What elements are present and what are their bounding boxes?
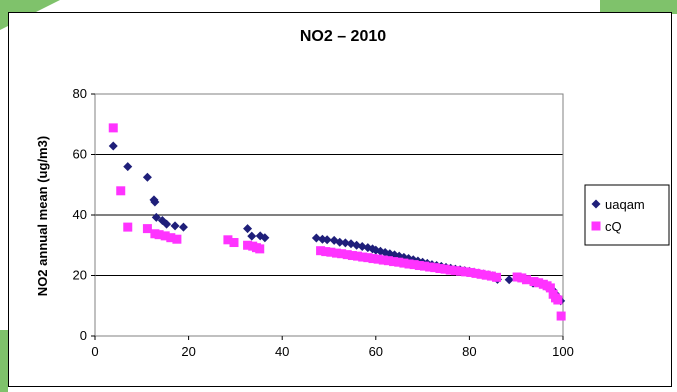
data-point-cQ	[142, 224, 152, 234]
data-point-cQ	[481, 270, 491, 280]
data-point-uaqam	[380, 248, 390, 258]
data-point-cQ	[223, 235, 233, 245]
data-point-cQ	[321, 247, 331, 257]
x-tick-label: 100	[552, 344, 574, 359]
data-point-cQ	[399, 258, 409, 268]
data-point-cQ	[383, 256, 393, 266]
y-tick-label: 20	[73, 268, 87, 283]
data-point-cQ	[368, 254, 378, 264]
legend-marker-uaqam	[591, 199, 601, 209]
data-point-uaqam	[151, 212, 161, 222]
data-point-cQ	[486, 271, 496, 281]
data-point-cQ	[492, 272, 502, 282]
x-tick-label: 60	[369, 344, 383, 359]
data-point-cQ	[404, 259, 414, 269]
series-cQ	[108, 123, 566, 321]
data-point-cQ	[353, 251, 363, 261]
data-point-cQ	[108, 123, 118, 133]
background-shape-top-right	[600, 0, 677, 14]
data-point-uaqam	[243, 224, 253, 234]
data-point-uaqam	[311, 233, 321, 243]
legend-marker-cQ	[591, 221, 601, 231]
data-point-uaqam	[108, 141, 118, 151]
data-point-cQ	[123, 222, 133, 232]
chart-title: NO2 – 2010	[300, 28, 386, 45]
data-point-uaqam	[247, 231, 257, 241]
data-point-cQ	[414, 261, 424, 271]
data-point-cQ	[440, 264, 450, 274]
data-point-uaqam	[170, 221, 180, 231]
data-point-cQ	[255, 244, 265, 254]
data-point-cQ	[389, 257, 399, 267]
data-point-cQ	[435, 264, 445, 274]
x-tick-label: 20	[181, 344, 195, 359]
data-point-uaqam	[142, 172, 152, 182]
data-point-uaqam	[504, 275, 514, 285]
data-point-cQ	[409, 260, 419, 270]
data-point-uaqam	[162, 219, 172, 229]
x-tick-label: 80	[462, 344, 476, 359]
legend-label-uaqam: uaqam	[605, 197, 645, 212]
data-point-cQ	[553, 295, 563, 305]
legend: uaqam cQ	[584, 184, 670, 246]
data-series	[108, 123, 566, 321]
data-point-cQ	[476, 269, 486, 279]
data-point-cQ	[160, 231, 170, 241]
data-point-cQ	[517, 273, 527, 283]
data-point-cQ	[166, 233, 176, 243]
legend-box	[584, 184, 670, 246]
x-tick-label: 40	[275, 344, 289, 359]
data-point-cQ	[229, 238, 239, 248]
y-tick-label: 0	[80, 328, 87, 343]
data-point-cQ	[512, 272, 522, 282]
background-shape-bottom-left	[0, 330, 8, 392]
y-tick-label: 80	[73, 86, 87, 101]
data-point-uaqam	[123, 162, 133, 172]
data-point-cQ	[342, 250, 352, 260]
axis-ticks: 0 20 40 60 80 0 20 40 60 80 100	[73, 86, 574, 359]
data-point-cQ	[556, 311, 566, 321]
data-point-cQ	[461, 267, 471, 277]
legend-label-cQ: cQ	[605, 219, 622, 234]
y-tick-label: 40	[73, 207, 87, 222]
data-point-cQ	[243, 240, 253, 250]
data-point-cQ	[529, 277, 539, 287]
data-point-cQ	[316, 246, 326, 256]
data-point-cQ	[378, 255, 388, 265]
data-point-cQ	[471, 268, 481, 278]
data-point-cQ	[373, 254, 383, 264]
data-point-uaqam	[335, 237, 345, 247]
data-point-cQ	[337, 249, 347, 259]
data-point-cQ	[419, 261, 429, 271]
y-axis-label: NO2 annual mean (ug/m3)	[35, 136, 50, 296]
chart-frame	[8, 12, 672, 387]
data-point-uaqam	[178, 222, 188, 232]
data-point-uaqam	[340, 238, 350, 248]
data-point-cQ	[326, 247, 336, 257]
data-point-cQ	[445, 265, 455, 275]
data-point-cQ	[172, 234, 182, 244]
data-point-cQ	[394, 257, 404, 267]
data-point-cQ	[154, 230, 164, 240]
y-tick-label: 60	[73, 147, 87, 162]
data-point-uaqam	[322, 235, 332, 245]
data-point-uaqam	[260, 233, 270, 243]
data-point-uaqam	[150, 197, 160, 207]
data-point-cQ	[521, 275, 531, 285]
data-point-cQ	[534, 278, 544, 288]
data-point-cQ	[456, 266, 466, 276]
data-point-cQ	[347, 251, 357, 261]
data-point-cQ	[545, 283, 555, 293]
data-point-cQ	[430, 263, 440, 273]
data-point-cQ	[450, 266, 460, 276]
data-point-cQ	[363, 253, 373, 263]
data-point-cQ	[466, 267, 476, 277]
data-point-cQ	[425, 262, 435, 272]
data-point-cQ	[358, 252, 368, 262]
x-tick-label: 0	[91, 344, 98, 359]
data-point-cQ	[331, 248, 341, 258]
data-point-cQ	[116, 186, 126, 196]
